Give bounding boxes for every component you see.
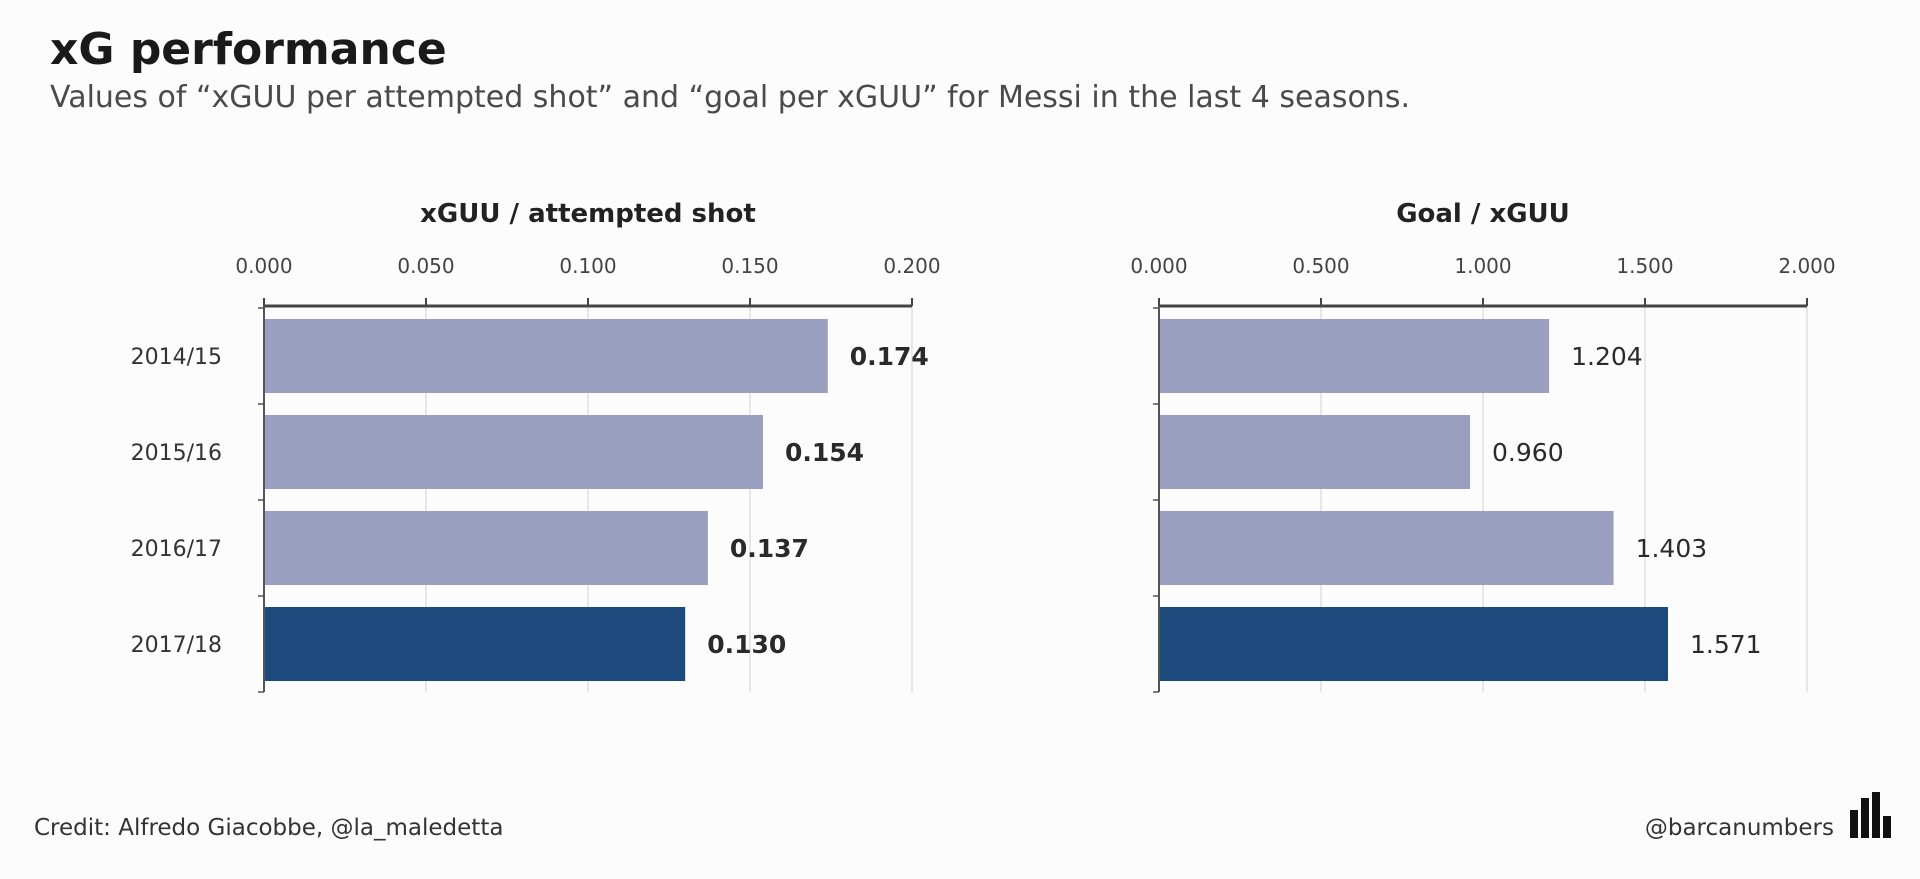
category-label: 2015/16 <box>131 441 222 466</box>
chart-1-data-label: 0.130 <box>707 630 786 659</box>
footer-handle: @barcanumbers <box>1644 815 1834 841</box>
chart-2-data-label: 0.960 <box>1492 438 1564 467</box>
chart-1-data-label: 0.137 <box>730 534 809 563</box>
chart-1-data-label: 0.174 <box>850 342 929 371</box>
page-title: xG performance <box>50 24 447 75</box>
chart-2-data-label: 1.403 <box>1636 534 1708 563</box>
chart-1-tick-label: 0.100 <box>559 254 616 278</box>
chart-1-tick-label: 0.200 <box>883 254 940 278</box>
category-label: 2017/18 <box>131 633 222 658</box>
bar-chart-logo-icon <box>1850 792 1891 838</box>
category-label: 2016/17 <box>131 537 222 562</box>
chart-2-data-label: 1.571 <box>1690 630 1762 659</box>
chart-2-tick-label: 0.000 <box>1130 254 1187 278</box>
chart-2-tick-label: 2.000 <box>1778 254 1835 278</box>
chart-2-bar-2015-16 <box>1159 415 1471 489</box>
chart-2-title: Goal / xGUU <box>1396 199 1570 229</box>
chart-1-bar-2017-18 <box>264 607 686 681</box>
chart-2-bar-2014-15 <box>1159 319 1550 393</box>
chart-2-tick-label: 0.500 <box>1292 254 1349 278</box>
chart-2-tick-label: 1.500 <box>1616 254 1673 278</box>
chart-1-tick-label: 0.150 <box>721 254 778 278</box>
page-subtitle: Values of “xGUU per attempted shot” and … <box>50 80 1410 115</box>
chart-1-bar-2014-15 <box>264 319 828 393</box>
chart-1-data-label: 0.154 <box>785 438 864 467</box>
chart-1-bar-2016-17 <box>264 511 708 585</box>
chart-1-tick-label: 0.000 <box>235 254 292 278</box>
chart-1-title: xGUU / attempted shot <box>420 199 756 229</box>
chart-1-tick-label: 0.050 <box>397 254 454 278</box>
chart-1-bar-2015-16 <box>264 415 763 489</box>
chart-2-bar-2016-17 <box>1159 511 1614 585</box>
chart-2-data-label: 1.204 <box>1571 342 1643 371</box>
category-label: 2014/15 <box>131 345 222 370</box>
chart-2-tick-label: 1.000 <box>1454 254 1511 278</box>
footer-credit: Credit: Alfredo Giacobbe, @la_maledetta <box>34 815 504 841</box>
chart-2-bar-2017-18 <box>1159 607 1669 681</box>
